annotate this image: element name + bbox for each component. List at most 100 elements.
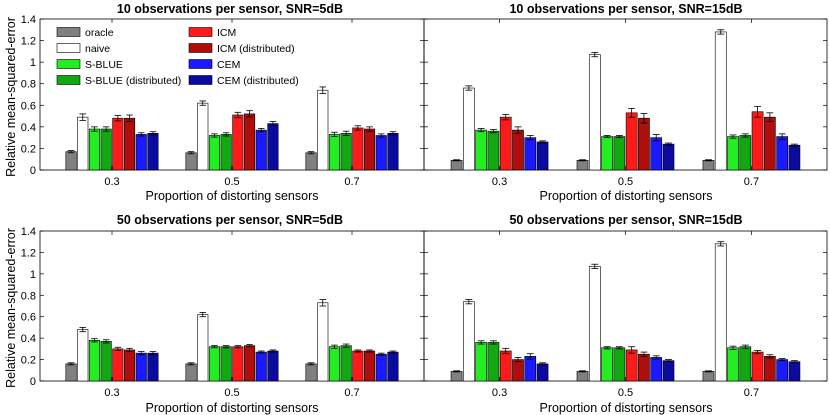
- bar-cem-dist: [387, 133, 399, 171]
- bar-sblue-dist: [487, 130, 500, 171]
- bar-cem: [375, 353, 387, 382]
- x-tick-label: 0.7: [744, 176, 759, 188]
- bar-cem: [650, 357, 663, 382]
- bar-icm-dist: [638, 117, 650, 171]
- bar-icm: [232, 346, 244, 382]
- bar-naive: [317, 89, 329, 171]
- x-axis-label: Proportion of distorting sensors: [539, 401, 712, 415]
- bar-oracle: [450, 371, 463, 382]
- bar-oracle: [305, 363, 317, 382]
- y-tick-label: 1: [30, 269, 36, 281]
- y-tick-label: 0.8: [21, 79, 36, 91]
- bar-oracle: [702, 371, 715, 382]
- bar-sblue-dist: [613, 347, 626, 382]
- x-tick-label: 0.5: [618, 176, 633, 188]
- legend-swatch-oracle: [56, 27, 81, 37]
- bar-sblue: [727, 347, 739, 382]
- x-tick-label: 0.5: [224, 387, 239, 399]
- bar-sblue: [208, 346, 220, 382]
- bar-cem: [135, 352, 147, 382]
- bar-sblue-dist: [739, 135, 752, 171]
- bar-cem: [650, 137, 663, 171]
- panel-title: 10 observations per sensor, SNR=5dB: [117, 2, 343, 16]
- bar-icm: [751, 351, 764, 382]
- y-tick-label: 0.2: [21, 143, 36, 155]
- legend: oracle naive S-BLUE S-BLUE (distributed)…: [56, 27, 299, 87]
- bar-naive: [77, 329, 89, 382]
- x-axis-label: Proportion of distorting sensors: [145, 401, 318, 415]
- bar-cem-dist: [147, 352, 159, 382]
- bar-sblue: [601, 136, 613, 171]
- y-tick-label: 1.4: [21, 14, 36, 26]
- plot-area: 0.3 0.5 0.7: [423, 230, 828, 399]
- bar-sblue: [475, 342, 487, 382]
- y-axis-label: Relative mean-squared-error: [4, 228, 18, 388]
- legend-swatch-naive: [56, 43, 81, 53]
- bar-oracle: [576, 371, 589, 382]
- y-tick-label: 0.4: [21, 333, 36, 345]
- bar-icm-dist: [638, 353, 650, 382]
- bar-cem-dist: [662, 360, 675, 382]
- y-tick-label: 1.2: [21, 247, 36, 259]
- bar-cem-dist: [267, 123, 279, 171]
- panel-bottom-right: 50 observations per sensor, SNR=15dB 0.3…: [423, 213, 828, 415]
- bar-sblue: [727, 136, 739, 171]
- y-tick-label: 0.2: [21, 355, 36, 367]
- x-axis-label: Proportion of distorting sensors: [145, 189, 318, 203]
- x-axis-label: Proportion of distorting sensors: [539, 189, 712, 203]
- bar-icm-dist: [764, 356, 776, 382]
- bar-icm: [625, 112, 638, 171]
- bar-sblue-dist: [340, 345, 352, 382]
- legend-swatch-sblue-distributed: [56, 75, 81, 85]
- bar-sblue: [208, 135, 220, 171]
- bar-icm-dist: [512, 129, 524, 171]
- bar-cem-dist: [267, 350, 279, 382]
- bar-sblue: [328, 346, 341, 382]
- bar-cem-dist: [788, 144, 801, 171]
- y-tick-label: 1.4: [21, 226, 36, 238]
- legend-label-sblue: S-BLUE: [85, 59, 123, 71]
- bar-icm-dist: [124, 349, 136, 382]
- bar-oracle: [65, 151, 77, 171]
- bar-cem-dist: [788, 361, 801, 382]
- legend-swatch-cem: [188, 59, 213, 69]
- bar-naive: [588, 266, 601, 382]
- x-tick-label: 0.5: [224, 176, 239, 188]
- bar-cem-dist: [662, 143, 675, 171]
- bar-oracle: [65, 363, 77, 382]
- plot-area: 0 0.2 0.4 0.6 0.8 1 1.2 1.4 0.3 0.5 0.7: [21, 226, 425, 399]
- bar-icm-dist: [512, 359, 524, 382]
- bar-naive: [77, 116, 89, 171]
- legend-label-cem: CEM: [217, 59, 240, 71]
- plot-area: 0.3 0.5 0.7: [423, 18, 828, 188]
- bar-sblue-dist: [739, 346, 752, 382]
- legend-swatch-icm: [188, 27, 213, 37]
- bar-oracle: [702, 159, 715, 171]
- y-axis-label: Relative mean-squared-error: [4, 17, 18, 177]
- legend-label-sblue-distributed: S-BLUE (distributed): [85, 75, 181, 87]
- bar-sblue-dist: [220, 134, 232, 171]
- bar-icm: [625, 349, 638, 382]
- bar-naive: [197, 314, 209, 382]
- bar-oracle: [185, 152, 197, 171]
- legend-swatch-cem-distributed: [188, 75, 213, 85]
- bar-icm: [499, 116, 512, 171]
- bar-naive: [463, 301, 475, 382]
- bar-cem-dist: [147, 133, 159, 171]
- panel-title: 50 observations per sensor, SNR=5dB: [117, 213, 343, 227]
- x-tick-label: 0.3: [492, 176, 507, 188]
- bar-icm-dist: [244, 345, 256, 382]
- y-tick-label: 0.4: [21, 122, 36, 134]
- x-tick-label: 0.3: [104, 387, 119, 399]
- bar-icm: [352, 350, 364, 382]
- legend-label-naive: naive: [85, 43, 110, 55]
- panel-top-right: 10 observations per sensor, SNR=15dB 0.3…: [423, 2, 828, 203]
- x-tick-label: 0.3: [492, 387, 507, 399]
- bar-oracle: [576, 159, 589, 171]
- bar-icm: [751, 111, 764, 171]
- bar-icm-dist: [363, 128, 376, 171]
- bar-sblue-dist: [100, 341, 112, 382]
- bar-icm: [232, 114, 244, 171]
- bar-sblue-dist: [220, 346, 232, 382]
